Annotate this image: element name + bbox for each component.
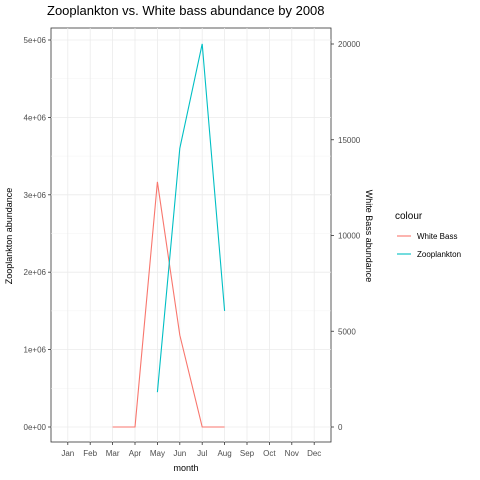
x-tick-label: Jan — [61, 449, 74, 458]
x-tick-label: Sep — [240, 449, 255, 458]
legend-label: Zooplankton — [417, 250, 461, 259]
y-axis-right: 0 5000 10000 15000 20000 — [331, 40, 361, 432]
chart-title: Zooplankton vs. White bass abundance by … — [47, 3, 325, 18]
y-right-tick-label: 15000 — [338, 136, 361, 145]
y-left-tick-label: 2e+06 — [24, 268, 47, 277]
y-axis-left: 0e+00 1e+06 2e+06 3e+06 4e+06 5e+06 — [24, 36, 51, 432]
x-tick-label: May — [150, 449, 165, 458]
plot-panel — [50, 27, 332, 443]
series-lines — [112, 43, 226, 428]
series-line-zooplankton — [156, 43, 226, 393]
y-left-tick-label: 5e+06 — [24, 36, 47, 45]
y-right-tick-label: 0 — [338, 423, 343, 432]
x-axis: Jan Feb Mar Apr May Jun Jul Aug Sep Oct Nov Dec — [61, 442, 321, 458]
y-right-tick-label: 5000 — [338, 327, 356, 336]
x-tick-label: Aug — [217, 449, 231, 458]
y-left-tick-label: 3e+06 — [24, 191, 47, 200]
legend: colour White Bass Zooplankton — [395, 211, 461, 259]
x-tick-label: Apr — [129, 449, 142, 458]
grid — [51, 28, 331, 442]
x-tick-label: Nov — [285, 449, 299, 458]
y-right-tick-label: 20000 — [338, 40, 361, 49]
x-tick-label: Jul — [197, 449, 207, 458]
x-tick-label: Dec — [307, 449, 321, 458]
x-tick-label: Oct — [263, 449, 276, 458]
x-axis-title: month — [173, 463, 198, 473]
y-left-tick-label: 4e+06 — [24, 113, 47, 122]
legend-title: colour — [395, 211, 423, 222]
x-tick-label: Mar — [106, 449, 120, 458]
series-line-white-bass — [112, 181, 225, 428]
x-tick-label: Jun — [173, 449, 186, 458]
y-axis-left-title: Zooplankton abundance — [4, 188, 14, 285]
legend-label: White Bass — [417, 232, 457, 241]
y-left-tick-label: 1e+06 — [24, 346, 47, 355]
y-left-tick-label: 0e+00 — [24, 423, 47, 432]
y-axis-right-title: White Bass abundance — [364, 190, 374, 283]
y-right-tick-label: 10000 — [338, 232, 361, 241]
x-tick-label: Feb — [83, 449, 97, 458]
